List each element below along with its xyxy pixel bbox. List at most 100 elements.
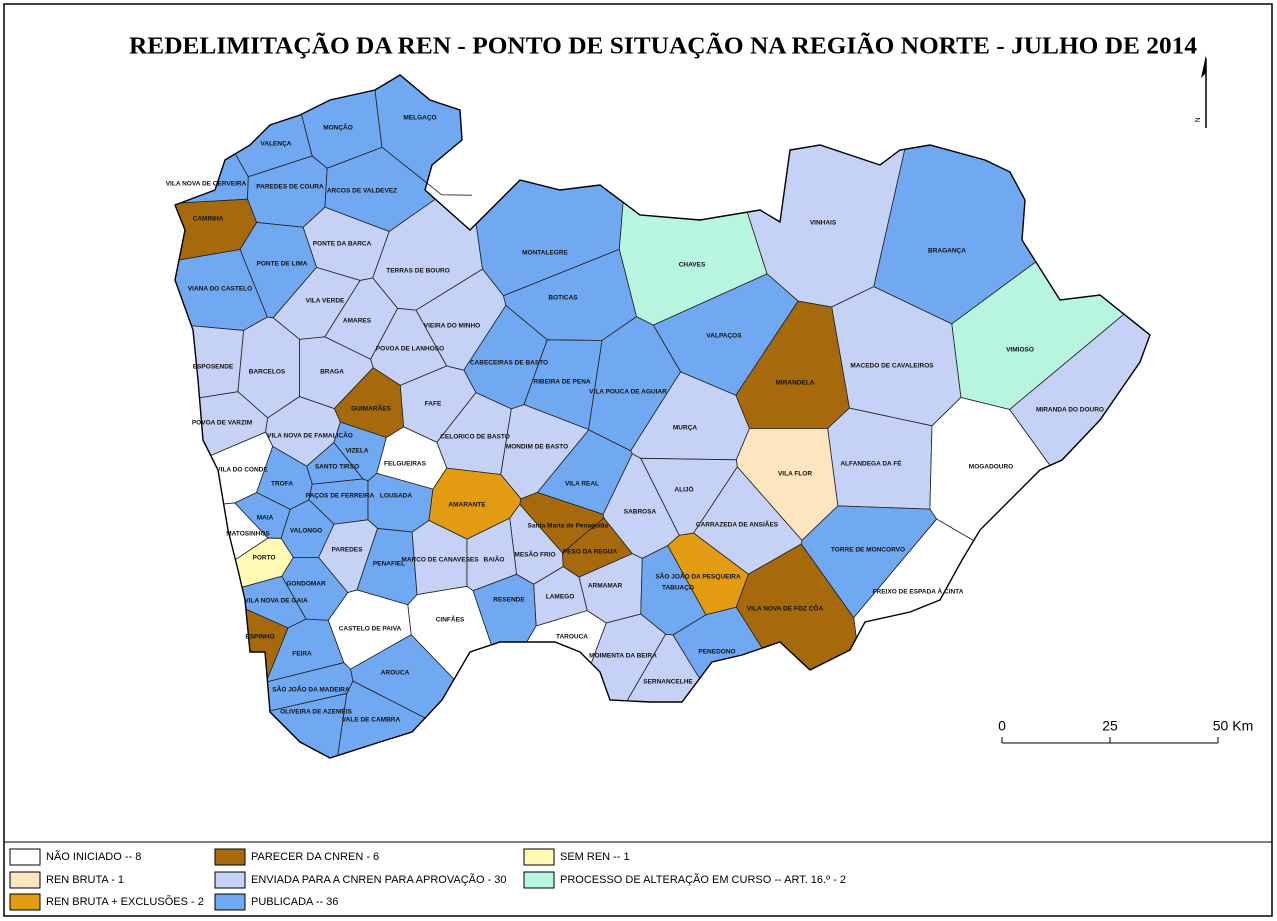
municipality-label: MONÇÃO — [323, 123, 353, 132]
municipality-label: ARCOS DE VALDEVEZ — [327, 188, 397, 195]
municipality-label: MOIMENTA DA BEIRA — [589, 653, 657, 660]
municipality-label: VIMIOSO — [1006, 347, 1034, 354]
municipality-label: VIEIRA DO MINHO — [424, 323, 480, 330]
legend-swatch — [9, 893, 41, 911]
municipality-label: MACEDO DE CAVALEIROS — [850, 363, 934, 370]
legend-label: NÃO INICIADO -- 8 — [46, 850, 141, 863]
municipality-label: MOGADOURO — [969, 464, 1013, 471]
municipality-label: VINHAIS — [810, 220, 837, 227]
legend-label: SEM REN -- 1 — [560, 851, 630, 863]
legend-label: REN BRUTA + EXCLUSÕES - 2 — [46, 895, 204, 908]
municipality-label: VILA NOVA DE FOZ CÔA — [747, 604, 824, 613]
municipality-label: POVOA DE LANHOSO — [376, 346, 444, 353]
legend-swatch — [9, 871, 41, 889]
municipality-label: GUIMARÃES — [351, 404, 391, 413]
legend-swatch — [214, 893, 246, 911]
municipality-label: PORTO — [253, 555, 276, 562]
scale-label: 0 — [998, 718, 1006, 734]
municipality-label: POVOA DE VARZIM — [192, 420, 252, 427]
legend-label: ENVIADA PARA A CNREN PARA APROVAÇÃO - 30 — [251, 873, 507, 886]
municipality-label: Santa Marta de Penaguião — [528, 523, 609, 530]
legend-swatch — [523, 848, 555, 866]
municipality-label: CELORICO DE BASTO — [440, 434, 510, 441]
municipality-label: PONTE DE LIMA — [257, 261, 308, 268]
north-head — [1201, 55, 1206, 78]
municipality-label: SABROSA — [624, 509, 657, 516]
municipality-label: BRAGA — [320, 369, 344, 376]
legend-swatch — [214, 871, 246, 889]
legend-swatch — [523, 871, 555, 889]
municipality-label: PAÇOS DE FERREIRA — [306, 493, 375, 500]
north-label: N — [1195, 117, 1202, 122]
municipality-label: SERNANCELHE — [643, 679, 693, 686]
region-outline — [174, 74, 1151, 759]
municipality-label: VILA DO CONDE — [216, 467, 268, 474]
municipality-label: CARRAZEDA DE ANSIÃES — [696, 520, 779, 529]
municipality-label: BRAGANÇA — [928, 248, 966, 255]
municipality-label: VILA REAL — [565, 481, 599, 488]
municipality-label: VILA POUCA DE AGUIAR — [589, 389, 667, 396]
municipality-label: LAMEGO — [546, 594, 575, 601]
municipality-label: BAIÃO — [484, 555, 505, 564]
municipality-label: FREIXO DE ESPADA À CINTA — [873, 587, 964, 596]
municipality-label: VILA NOVA DE CERVEIRA — [166, 181, 247, 188]
scale-bar: 0 25 50 Km — [998, 718, 1253, 744]
legend: NÃO INICIADO -- 8 REN BRUTA - 1 REN BRUTA … — [9, 848, 846, 911]
municipality-label: MURÇA — [673, 425, 697, 432]
municipality-label: VALPAÇOS — [706, 333, 742, 340]
municipality-label: MELGAÇO — [403, 115, 436, 122]
municipality-label: LOUSADA — [380, 493, 412, 500]
municipality-label: PENEDONO — [698, 649, 735, 656]
municipality-label: TERRAS DE BOURO — [386, 268, 450, 275]
legend-swatch — [214, 848, 246, 866]
municipality-label: SÃO JOÃO DA PESQUEIRA — [655, 572, 741, 581]
municipality-label: PENAFIEL — [373, 561, 405, 568]
municipality-label: CHAVES — [679, 262, 706, 269]
municipality-label: GONDOMAR — [286, 581, 326, 588]
municipality-label: CINFÃES — [436, 615, 465, 624]
municipality-label: ESPINHO — [245, 634, 274, 641]
municipality-label: TROFA — [271, 481, 293, 488]
municipality-label: TAROUCA — [556, 634, 588, 641]
municipality-label: VILA VERDE — [306, 298, 345, 305]
municipality-label: FELGUEIRAS — [384, 461, 427, 468]
scale-label: 25 — [1102, 718, 1118, 734]
municipality-label: PAREDES DE COURA — [256, 184, 324, 191]
municipality-label: ARMAMAR — [588, 583, 623, 590]
municipality-label: MAIA — [257, 515, 274, 522]
municipality-label: VIANA DO CASTELO — [188, 286, 252, 293]
municipalities — [174, 74, 1151, 759]
municipality-label: ALFANDEGA DA FÉ — [840, 459, 902, 468]
municipality-label: AMARES — [343, 318, 372, 325]
municipality-label: RESENDE — [493, 597, 525, 604]
municipality-label: OLIVEIRA DE AZEMÉIS — [280, 707, 352, 716]
north-arrow: N — [1195, 55, 1207, 128]
municipality-label: VIZELA — [345, 448, 368, 455]
municipality-label: MATOSINHOS — [226, 531, 270, 538]
municipality-label: VILA FLOR — [778, 471, 812, 478]
municipality-label: PONTE DA BARCA — [313, 241, 372, 248]
municipality-label: CASTELO DE PAIVA — [339, 626, 402, 633]
municipality — [190, 325, 245, 399]
municipality-label: SANTO TIRSO — [315, 464, 359, 471]
municipality-label: BOTICAS — [548, 295, 578, 302]
municipality-label: MESÃO FRIO — [514, 550, 555, 559]
municipality-label: MONDIM DE BASTO — [506, 444, 568, 451]
municipality-label: AMARANTE — [448, 502, 486, 509]
municipality-label: TABUAÇO — [662, 585, 694, 592]
municipality-label: VILA NOVA DE GAIA — [244, 598, 308, 605]
municipality-label: FEIRA — [292, 651, 312, 658]
municipality-label: SÃO JOÃO DA MADEIRA — [272, 685, 350, 694]
municipality — [827, 407, 933, 510]
municipality-label: MIRANDA DO DOURO — [1036, 407, 1104, 414]
municipality-label: ALIJÓ — [674, 485, 693, 494]
municipality-label: VALENÇA — [261, 141, 292, 148]
municipality-label: MONTALEGRE — [522, 250, 568, 257]
municipality — [180, 153, 249, 204]
frame — [3, 3, 1273, 917]
municipality-labels: MONÇÃO MELGAÇO VALENÇA VILA NOVA DE CERVEIR… — [166, 115, 1104, 724]
map-title: REDELIMITAÇÃO DA REN - PONTO DE SITUAÇÃO… — [129, 34, 1197, 60]
municipality-label: ESPOSENDE — [193, 364, 234, 371]
municipality-label: BARCELOS — [249, 369, 286, 376]
